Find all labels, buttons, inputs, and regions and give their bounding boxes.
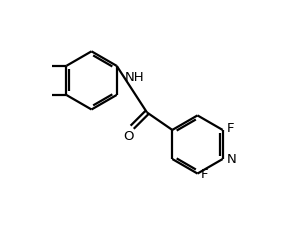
Text: F: F xyxy=(201,168,209,181)
Text: NH: NH xyxy=(125,71,144,84)
Text: O: O xyxy=(123,130,134,143)
Text: F: F xyxy=(226,122,234,135)
Text: N: N xyxy=(227,152,237,166)
